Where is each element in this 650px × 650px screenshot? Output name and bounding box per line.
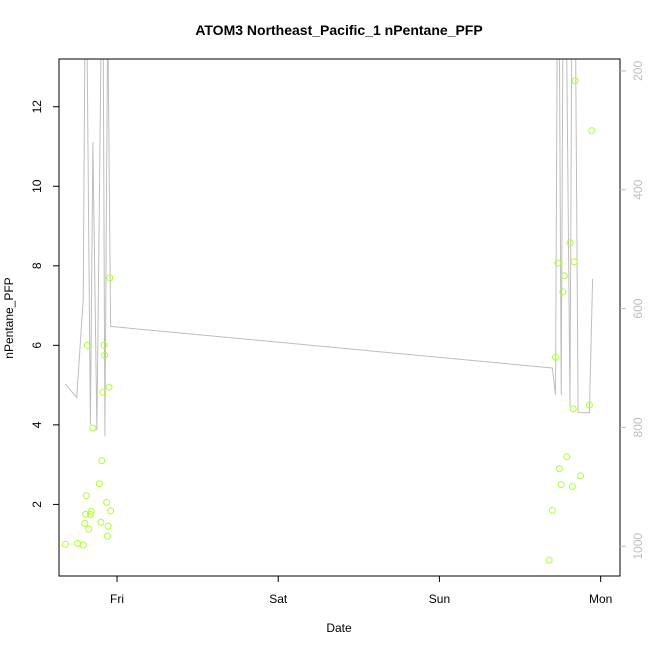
data-point: [104, 522, 112, 530]
y2-tick-label: 200: [631, 61, 645, 81]
data-point: [100, 341, 108, 349]
data-point: [79, 541, 87, 549]
data-point: [95, 480, 103, 488]
data-point: [86, 510, 94, 518]
data-point: [89, 424, 97, 432]
data-point: [87, 507, 95, 515]
x-tick-label: Sat: [269, 592, 288, 606]
y-tick-label: 12: [30, 100, 44, 114]
data-point: [81, 520, 89, 527]
data-point: [545, 556, 553, 564]
axes-layer: 2 4 6 8 10 12 200 400 600 800 1000 Fri Sat Sun Mon: [30, 61, 645, 606]
data-point: [554, 259, 562, 267]
data-point: [82, 510, 90, 518]
data-point: [82, 492, 90, 500]
x-axis-label: Date: [326, 621, 352, 635]
x-tick-label: Fri: [110, 592, 124, 606]
data-point: [97, 518, 105, 526]
data-point: [588, 127, 596, 135]
data-point: [101, 351, 109, 359]
data-point: [99, 388, 107, 396]
data-point: [106, 274, 114, 282]
chart-title: ATOM3 Northeast_Pacific_1 nPentane_PFP: [195, 22, 482, 38]
y-tick-label: 8: [30, 262, 44, 269]
data-point: [83, 341, 91, 349]
y-axis-label: nPentane_PFP: [2, 277, 16, 358]
data-point: [570, 258, 578, 266]
y2-tick-label: 800: [631, 417, 645, 437]
y-tick-label: 10: [30, 179, 44, 193]
data-point: [85, 525, 93, 533]
data-point: [103, 532, 111, 540]
data-point: [548, 506, 556, 514]
data-point: [559, 288, 567, 296]
y-tick-label: 6: [30, 342, 44, 349]
data-point: [557, 481, 565, 488]
data-point: [61, 540, 69, 548]
data-point: [107, 507, 115, 515]
data-point: [571, 77, 579, 85]
y2-tick-label: 600: [631, 298, 645, 318]
data-point: [98, 457, 106, 465]
x-tick-label: Sun: [429, 592, 450, 606]
data-point: [560, 272, 568, 280]
data-point: [74, 539, 81, 547]
plot-layer: [61, 58, 596, 564]
y2-tick-label: 400: [631, 179, 645, 199]
y-tick-label: 2: [30, 501, 44, 508]
data-point: [577, 472, 584, 480]
x-tick-label: Mon: [589, 592, 612, 606]
data-point: [552, 353, 559, 361]
data-point: [585, 401, 593, 409]
data-point: [556, 465, 563, 473]
data-point: [568, 483, 576, 490]
y-tick-label: 4: [30, 421, 44, 428]
data-point: [566, 239, 574, 247]
data-point: [569, 405, 577, 413]
data-point: [103, 498, 111, 506]
data-point: [563, 453, 571, 461]
y2-tick-label: 1000: [631, 533, 645, 560]
data-point: [105, 383, 113, 391]
plot-frame: [58, 58, 621, 577]
series-line: [65, 58, 594, 437]
